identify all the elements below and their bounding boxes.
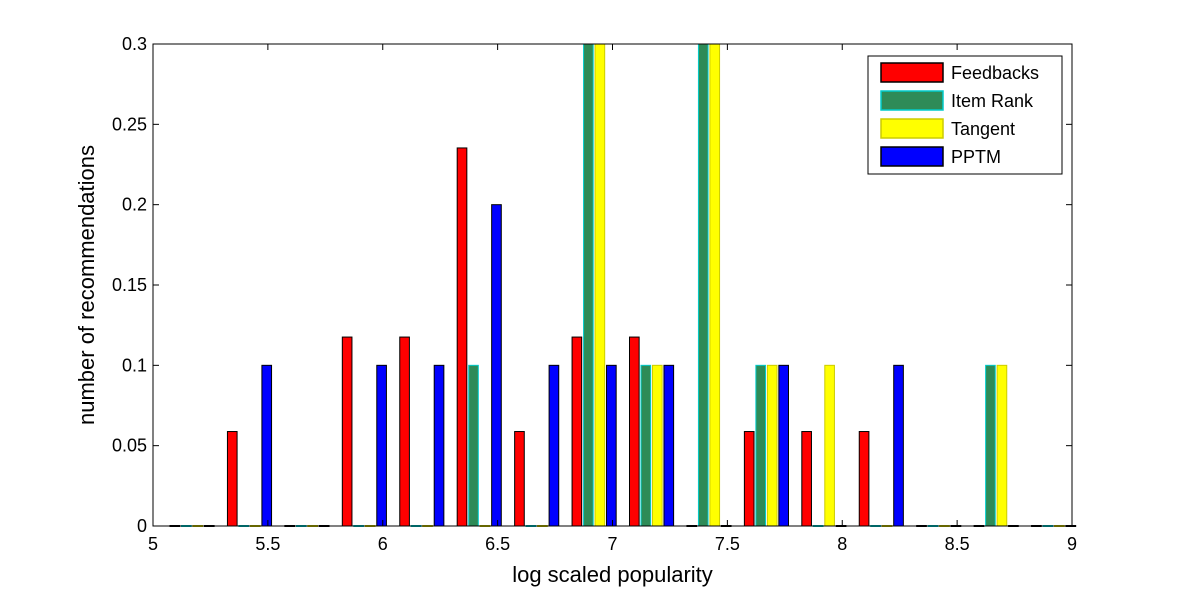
x-tick-label: 6.5 bbox=[485, 534, 510, 554]
bar-tangent-8 bbox=[651, 364, 663, 527]
x-tick-label: 7 bbox=[607, 534, 617, 554]
x-axis-label: log scaled popularity bbox=[512, 562, 713, 587]
legend-swatch-item-rank bbox=[880, 90, 944, 111]
bar-pptm-5 bbox=[491, 204, 502, 527]
legend: Feedbacks Item Rank Tangent PPTM bbox=[867, 55, 1063, 175]
bar-feedbacks-1 bbox=[226, 431, 238, 527]
bar-pptm-1 bbox=[261, 364, 273, 527]
bar-item-rank-8 bbox=[640, 364, 652, 527]
x-tick-label: 6 bbox=[378, 534, 388, 554]
bar-pptm-6 bbox=[548, 364, 560, 527]
bar-feedbacks-4 bbox=[399, 336, 410, 527]
x-tick-label: 5 bbox=[148, 534, 158, 554]
bar-feedbacks-7 bbox=[571, 336, 583, 527]
y-tick-label: 0.15 bbox=[112, 275, 147, 295]
y-axis-label: number of recommendations bbox=[74, 145, 99, 425]
legend-swatch-pptm bbox=[880, 146, 944, 167]
bar-feedbacks-6 bbox=[514, 431, 525, 527]
bar-feedbacks-10 bbox=[743, 431, 755, 527]
bar-tangent-10 bbox=[766, 364, 778, 527]
x-tick-label: 9 bbox=[1067, 534, 1077, 554]
bar-pptm-12 bbox=[893, 364, 904, 527]
bar-tangent-9 bbox=[709, 43, 721, 527]
bar-feedbacks-11 bbox=[801, 431, 812, 527]
legend-label-feedbacks: Feedbacks bbox=[951, 63, 1039, 83]
y-tick-label: 0 bbox=[137, 516, 147, 536]
bar-item-rank-10 bbox=[755, 364, 767, 527]
legend-swatch-feedbacks bbox=[880, 62, 944, 83]
y-tick-label: 0.2 bbox=[122, 195, 147, 215]
bar-item-rank-7 bbox=[583, 43, 594, 527]
bar-item-rank-5 bbox=[468, 364, 479, 527]
bar-pptm-7 bbox=[606, 364, 617, 527]
y-tick-label: 0.05 bbox=[112, 436, 147, 456]
bar-tangent-7 bbox=[594, 43, 606, 527]
y-tick-label: 0.25 bbox=[112, 114, 147, 134]
legend-label-item-rank: Item Rank bbox=[951, 91, 1034, 111]
legend-swatch-tangent bbox=[880, 118, 944, 139]
bar-item-rank-9 bbox=[697, 43, 709, 527]
x-tick-label: 8 bbox=[837, 534, 847, 554]
bar-tangent-14 bbox=[996, 364, 1008, 527]
bar-pptm-4 bbox=[433, 364, 445, 527]
legend-label-pptm: PPTM bbox=[951, 147, 1001, 167]
bar-item-rank-14 bbox=[985, 364, 996, 527]
bar-pptm-10 bbox=[778, 364, 789, 527]
axes-group: 5 5.5 6 6.5 7 7.5 8 8.5 9 0 0.05 0.1 0.15 0.2 0.25 0.3 bbox=[112, 34, 1077, 554]
x-tick-label: 7.5 bbox=[715, 534, 740, 554]
bar-feedbacks-5 bbox=[456, 147, 468, 527]
bar-tangent-11 bbox=[824, 364, 835, 527]
y-tick-label: 0.1 bbox=[122, 355, 147, 375]
bar-feedbacks-8 bbox=[629, 336, 640, 527]
y-tick-label: 0.3 bbox=[122, 34, 147, 54]
bar-pptm-8 bbox=[663, 364, 675, 527]
bar-feedbacks-3 bbox=[341, 336, 353, 527]
bar-pptm-3 bbox=[376, 364, 387, 527]
x-tick-label: 5.5 bbox=[255, 534, 280, 554]
legend-label-tangent: Tangent bbox=[951, 119, 1015, 139]
x-tick-label: 8.5 bbox=[945, 534, 970, 554]
bar-feedbacks-12 bbox=[858, 431, 870, 527]
